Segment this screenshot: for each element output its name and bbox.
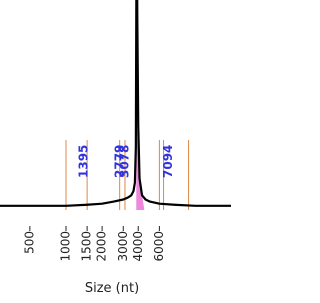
peak-label: 1395 — [76, 145, 90, 178]
x-tick-label: 1000 — [58, 231, 72, 262]
x-tick-label: 500 — [22, 231, 36, 254]
x-axis-title: Size (nt) — [85, 281, 139, 296]
x-tick-label: 4000 — [131, 231, 145, 262]
x-tick-label: 2000 — [95, 231, 109, 262]
x-tick-label: 1500 — [80, 231, 94, 262]
x-axis: 500 1000 1500 2000 3000 4000 6000 — [22, 226, 166, 262]
peak-label: 2779 — [112, 145, 126, 178]
x-tick-label: 3000 — [116, 231, 130, 262]
page: {"chart_data": {"type": "line", "x_label… — [0, 0, 231, 296]
x-tick-label: 6000 — [152, 231, 166, 262]
trace-line — [0, 0, 231, 207]
peak-label: 3078 — [118, 145, 132, 178]
peak-label: 7094 — [161, 145, 175, 178]
